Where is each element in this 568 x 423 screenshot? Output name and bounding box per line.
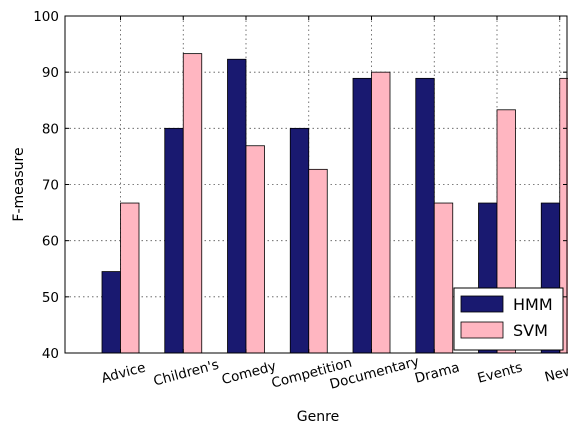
y-tick-label: 60: [42, 234, 59, 250]
x-axis-label: Genre: [297, 409, 339, 423]
bar-hmm-drama: [415, 77, 435, 354]
y-axis-label: F-measure: [11, 147, 27, 221]
bar-hmm-competition: [289, 127, 310, 354]
bar-svm-documentary: [371, 71, 391, 354]
legend-label-svm: SVM: [513, 321, 548, 340]
legend-label-hmm: HMM: [513, 295, 553, 314]
legend-swatch-svm: [460, 321, 504, 339]
bar-svm-childrens: [182, 53, 203, 354]
legend: HMM SVM: [453, 287, 564, 351]
x-tick-label: Events: [476, 359, 524, 386]
x-tick-label: Comedy: [220, 358, 278, 388]
x-tick-label: Advice: [100, 360, 148, 387]
bar-hmm-documentary: [352, 77, 372, 354]
y-tick-label: 70: [42, 178, 59, 194]
bar-svm-comedy: [245, 145, 265, 354]
y-tick-label: 80: [42, 121, 59, 137]
bar-hmm-comedy: [227, 58, 247, 354]
bar-svm-advice: [120, 202, 140, 354]
y-axis-ticks: 40 50 60 70 80 90 100: [33, 9, 567, 362]
legend-swatch-hmm: [460, 295, 504, 313]
bars: [101, 53, 568, 354]
bar-svm-drama: [433, 202, 454, 354]
y-tick-label: 90: [42, 65, 59, 81]
bar-hmm-childrens: [164, 127, 184, 354]
bar-svm-news: [559, 77, 568, 354]
x-tick-label: Children's: [152, 357, 221, 390]
x-tick-label: News: [543, 361, 568, 386]
bar-svm-competition: [308, 168, 328, 354]
bar-hmm-advice: [101, 271, 121, 354]
y-tick-label: 50: [42, 290, 59, 306]
x-tick-label: Drama: [413, 360, 461, 387]
y-tick-label: 40: [42, 346, 59, 362]
y-tick-label: 100: [33, 9, 59, 25]
